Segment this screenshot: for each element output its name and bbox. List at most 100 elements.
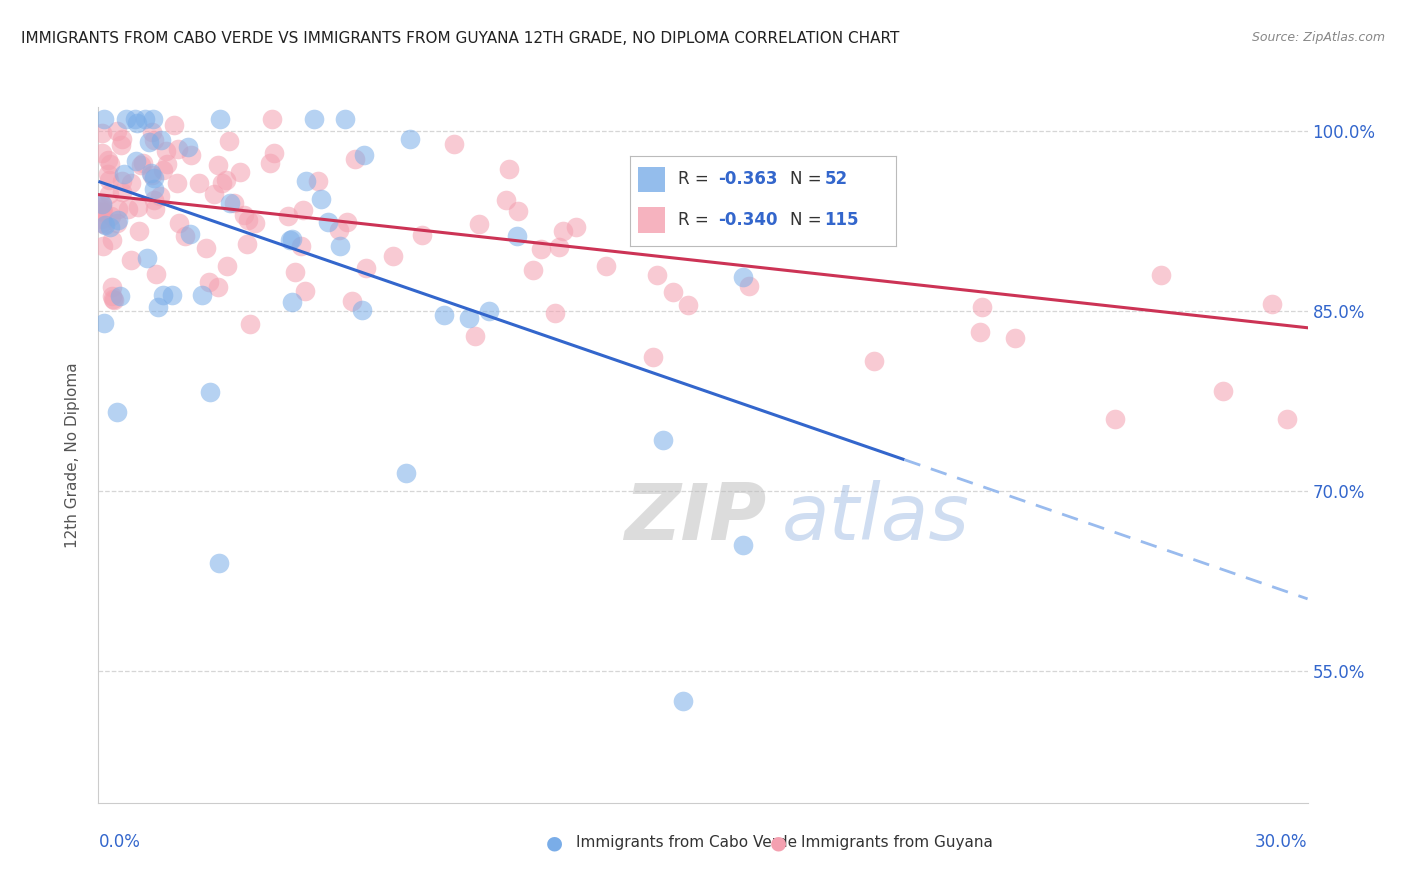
Text: Immigrants from Guyana: Immigrants from Guyana <box>801 836 993 850</box>
Point <box>91 200 114 214</box>
Point <box>166 176 188 190</box>
Point <box>207 158 229 172</box>
Point <box>101 280 124 294</box>
Point <box>290 239 312 253</box>
Point <box>262 112 284 126</box>
Point <box>215 173 238 187</box>
Point <box>91 205 114 219</box>
Point <box>111 132 134 146</box>
Point <box>343 152 366 166</box>
Point <box>132 156 155 170</box>
Point <box>495 193 517 207</box>
Point <box>162 288 184 302</box>
Point <box>1260 297 1282 311</box>
Point <box>551 224 574 238</box>
Point <box>139 166 162 180</box>
Point <box>543 306 565 320</box>
Point <box>108 288 131 302</box>
Point <box>236 212 259 227</box>
Point <box>969 326 991 340</box>
Point <box>97 186 120 201</box>
Text: 30.0%: 30.0% <box>1256 833 1308 851</box>
Point <box>156 157 179 171</box>
Text: 115: 115 <box>825 211 859 229</box>
Point <box>97 172 120 186</box>
Point <box>198 275 221 289</box>
Text: ZIP: ZIP <box>624 480 766 556</box>
Point <box>97 167 120 181</box>
Text: ●: ● <box>770 833 787 853</box>
Point <box>179 227 201 241</box>
Point <box>329 239 352 253</box>
Point <box>218 195 240 210</box>
Point <box>733 538 755 552</box>
Point <box>676 298 699 312</box>
Point <box>222 196 245 211</box>
Text: R =: R = <box>678 211 714 229</box>
Point <box>318 215 340 229</box>
Point <box>97 153 120 167</box>
Point <box>468 217 491 231</box>
Point <box>217 260 239 274</box>
Point <box>863 354 886 368</box>
Point <box>733 270 755 285</box>
Point <box>1004 330 1026 344</box>
Point <box>277 210 299 224</box>
Text: 52: 52 <box>825 170 848 188</box>
Point <box>478 304 501 318</box>
Point <box>236 237 259 252</box>
Point <box>641 351 664 365</box>
Point <box>93 112 115 126</box>
Text: N =: N = <box>790 211 827 229</box>
Point <box>188 176 211 190</box>
Point <box>1104 412 1126 426</box>
Point <box>284 265 307 279</box>
Point <box>411 227 433 242</box>
Point <box>93 316 115 330</box>
Point <box>356 260 378 275</box>
Point <box>228 165 250 179</box>
Point <box>107 212 129 227</box>
Point <box>105 405 128 419</box>
Point <box>107 216 129 230</box>
Point <box>93 217 115 231</box>
Point <box>672 694 695 708</box>
Point <box>91 204 114 219</box>
Text: Source: ZipAtlas.com: Source: ZipAtlas.com <box>1251 31 1385 45</box>
Point <box>111 186 134 200</box>
Point <box>529 242 551 256</box>
Point <box>94 219 117 233</box>
Point <box>211 176 233 190</box>
Point <box>98 220 121 235</box>
Text: ●: ● <box>546 833 562 853</box>
Point <box>336 214 359 228</box>
Point <box>506 229 529 244</box>
Point <box>239 317 262 331</box>
Point <box>143 170 166 185</box>
Text: -0.363: -0.363 <box>718 170 778 188</box>
Point <box>218 134 240 148</box>
Point <box>146 301 169 315</box>
Point <box>152 287 174 301</box>
Point <box>243 216 266 230</box>
Point <box>120 176 142 190</box>
Point <box>141 169 163 183</box>
Point <box>124 112 146 126</box>
Point <box>548 240 571 254</box>
Point <box>111 174 134 188</box>
Point <box>350 302 373 317</box>
Point <box>127 200 149 214</box>
Point <box>162 118 184 132</box>
Point <box>134 112 156 126</box>
Text: Immigrants from Cabo Verde: Immigrants from Cabo Verde <box>576 836 797 850</box>
Point <box>209 112 232 126</box>
Point <box>135 251 157 265</box>
Point <box>110 137 132 152</box>
Point <box>281 231 304 245</box>
Point <box>145 267 167 281</box>
Bar <box>638 207 665 233</box>
Point <box>138 135 160 149</box>
Point <box>382 249 405 263</box>
Point <box>191 288 214 302</box>
Point <box>91 212 114 227</box>
